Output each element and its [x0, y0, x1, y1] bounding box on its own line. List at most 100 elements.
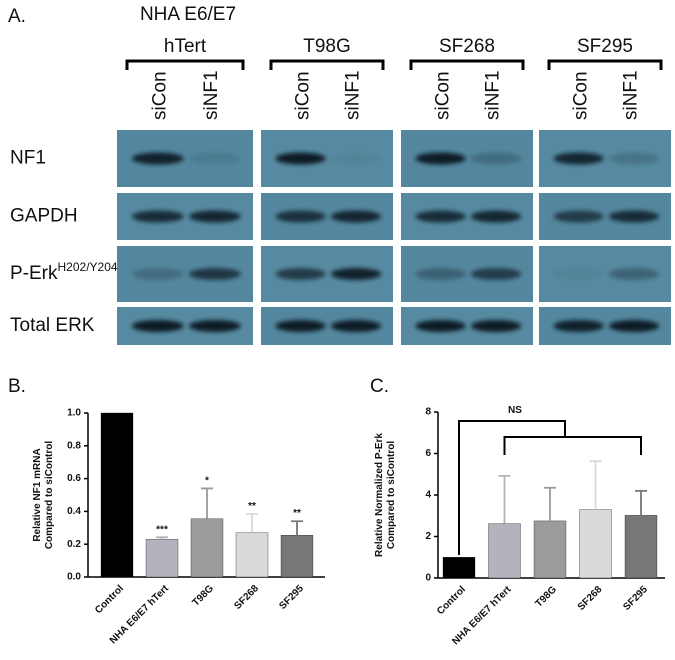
bar [488, 523, 521, 579]
x-tick-label: SF268 [232, 583, 261, 612]
error-bar [246, 512, 258, 533]
bar [579, 509, 612, 579]
significance-label: ** [293, 508, 301, 519]
row-label: P-ErkH202/Y204 [10, 260, 118, 284]
blot-band [415, 320, 466, 332]
blot-band [415, 210, 466, 223]
y-tick-label: 1.0 [67, 408, 81, 419]
blot-band [553, 210, 604, 223]
lane-label: siCon [150, 71, 171, 120]
lane-label: siNF1 [482, 70, 503, 120]
blot-band [189, 210, 241, 223]
blot-band [275, 268, 326, 280]
blot-band [131, 268, 184, 280]
row-name: Total ERK [10, 315, 95, 336]
x-tick-label: SF268 [576, 584, 605, 613]
panel-label: B. [8, 376, 26, 397]
cell-line-label: SF268 [439, 36, 495, 57]
y-axis-label: Compared to siControl [386, 441, 397, 550]
y-tick-label: 2 [425, 531, 431, 542]
row-name: P-Erk [10, 263, 58, 284]
x-tick-label: SF295 [277, 583, 306, 612]
cell-line-label: T98G [303, 36, 351, 57]
y-axis-label: Relative Normalized P-Erk [374, 433, 385, 557]
significance-label: * [205, 475, 209, 486]
error-bar [635, 489, 647, 516]
y-tick-label: 0.2 [67, 539, 81, 550]
y-tick-label: 0.4 [67, 506, 81, 517]
row-name: NF1 [10, 148, 46, 169]
blot-band [330, 320, 382, 332]
blot-band [131, 152, 184, 165]
error-bar [589, 460, 602, 510]
blot-band [189, 152, 241, 165]
bar [533, 520, 567, 579]
y-tick-label: 0.8 [67, 440, 81, 451]
significance-label: ** [248, 501, 256, 512]
blot-band [131, 210, 184, 223]
blot-band [608, 210, 660, 223]
x-tick-label: T98G [534, 584, 560, 610]
panel-label: A. [8, 6, 26, 27]
bracket [269, 59, 385, 70]
lane-label: siNF1 [201, 70, 222, 120]
bracket [409, 59, 525, 70]
lane-label: siNF1 [342, 70, 363, 120]
blot-band [330, 268, 382, 280]
blot-band [415, 152, 466, 165]
x-tick-label: Control [93, 583, 126, 616]
blot-band [608, 268, 660, 280]
cell-line-label: SF295 [577, 36, 633, 57]
blot-band [189, 320, 241, 332]
row-label: Total ERK [10, 315, 95, 336]
blot-band [189, 268, 241, 280]
row-superscript: H202/Y204 [58, 260, 118, 274]
blot-band [330, 210, 382, 223]
y-tick-label: 8 [425, 407, 431, 418]
blot-band [608, 152, 660, 165]
lane-label: siNF1 [620, 70, 641, 120]
blot-band [470, 152, 522, 165]
significance-bracket [458, 420, 642, 555]
blot-band [415, 268, 466, 280]
blot-band [470, 210, 522, 223]
bracket [125, 59, 245, 70]
bar [280, 535, 314, 578]
y-tick-label: 0.6 [67, 473, 81, 484]
bracket [547, 59, 663, 70]
blot-band [275, 320, 326, 332]
lane-label: siCon [432, 71, 453, 120]
error-bar [291, 520, 303, 536]
significance-label: *** [156, 524, 168, 535]
blot-band [330, 152, 382, 165]
cell-line-label: hTert [164, 36, 207, 57]
y-axis-label: Compared to siControl [44, 441, 55, 550]
y-tick-label: 0 [425, 573, 431, 584]
x-tick-label: SF295 [621, 584, 650, 613]
blot-band [553, 268, 604, 280]
blot-band [275, 210, 326, 223]
bar [442, 557, 476, 579]
blot-band [608, 320, 660, 332]
error-bar [498, 475, 511, 524]
lane-label: siCon [570, 71, 591, 120]
y-axis-label: Relative NF1 mRNA [32, 448, 43, 541]
blot-band [275, 152, 326, 165]
bar [145, 539, 179, 578]
row-name: GAPDH [10, 206, 78, 227]
x-tick-label: Control [435, 584, 468, 617]
blot-band [553, 152, 604, 165]
blot-band [131, 320, 184, 332]
blot-band [470, 320, 522, 332]
y-tick-label: 6 [425, 448, 431, 459]
bar [190, 518, 224, 578]
row-label: NF1 [10, 148, 46, 169]
blot-band [470, 268, 522, 280]
cell-line-label: NHA E6/E7 [140, 4, 236, 25]
significance-label: NS [508, 405, 522, 416]
y-tick-label: 4 [425, 490, 431, 501]
bar [624, 515, 658, 579]
panel-label: C. [370, 376, 389, 397]
y-tick-label: 0.0 [67, 572, 81, 583]
